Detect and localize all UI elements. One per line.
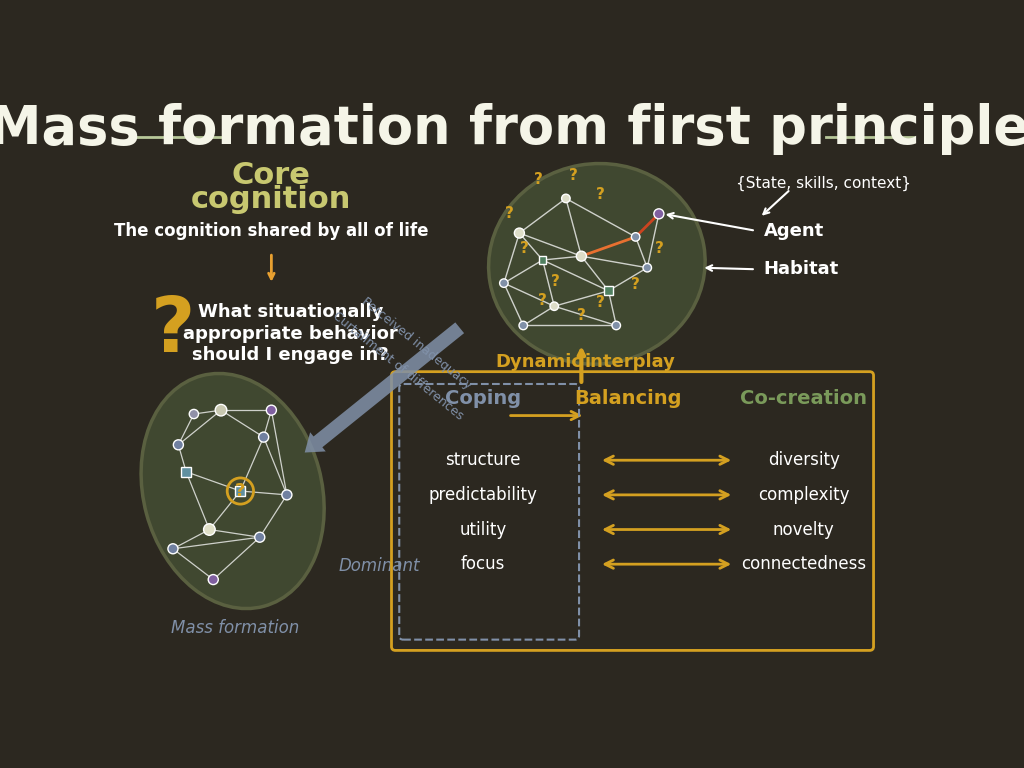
Text: Core: Core [232,161,311,190]
Text: ?: ? [535,172,543,187]
FancyArrow shape [305,323,464,452]
Text: What situationally: What situationally [198,303,383,321]
Text: Dynamic: Dynamic [496,353,583,371]
Text: ?: ? [577,308,586,323]
Circle shape [514,228,524,238]
Circle shape [519,321,527,329]
Ellipse shape [141,373,325,608]
Text: The cognition shared by all of life: The cognition shared by all of life [114,222,429,240]
Text: ?: ? [551,274,560,289]
Text: Perceived inadequacy: Perceived inadequacy [358,295,474,392]
Text: complexity: complexity [758,486,850,504]
Text: ?: ? [520,241,529,256]
FancyBboxPatch shape [604,286,613,296]
Circle shape [215,405,226,416]
Circle shape [561,194,570,203]
Text: Co-creation: Co-creation [740,389,867,408]
Circle shape [632,233,640,241]
Circle shape [204,524,215,535]
Circle shape [550,302,558,310]
Text: Coping: Coping [444,389,521,408]
Text: Habitat: Habitat [764,260,839,278]
Text: ?: ? [654,241,664,256]
Circle shape [255,532,265,542]
Text: diversity: diversity [768,452,840,469]
FancyBboxPatch shape [539,257,547,264]
Text: structure: structure [445,452,520,469]
Text: Agent: Agent [764,222,823,240]
Text: ?: ? [505,207,514,221]
Ellipse shape [488,164,706,364]
Text: Balancing: Balancing [574,389,682,408]
Circle shape [612,321,621,329]
Text: utility: utility [460,521,507,538]
Circle shape [259,432,268,442]
FancyBboxPatch shape [236,486,246,496]
Circle shape [643,263,651,272]
Circle shape [189,409,199,419]
Text: ?: ? [539,293,547,307]
Text: Mass formation from first principles: Mass formation from first principles [0,103,1024,155]
Text: focus: focus [461,555,505,573]
Text: Mass formation: Mass formation [171,619,299,637]
Text: ?: ? [569,168,579,183]
Circle shape [654,209,664,219]
Text: ?: ? [596,187,605,202]
Text: cognition: cognition [191,185,351,214]
Text: connectedness: connectedness [741,555,866,573]
Text: Dominant: Dominant [339,558,420,575]
Circle shape [282,490,292,500]
Text: interplay: interplay [585,353,676,371]
Text: ?: ? [236,482,246,500]
FancyBboxPatch shape [181,467,191,477]
Text: should I engage in?: should I engage in? [193,346,389,365]
Text: predictability: predictability [428,486,538,504]
Circle shape [208,574,218,584]
Circle shape [266,406,276,415]
Text: Curtailment of differences: Curtailment of differences [330,310,466,423]
Text: ?: ? [151,294,196,368]
Circle shape [173,440,183,450]
Circle shape [577,251,587,261]
Text: novelty: novelty [773,521,835,538]
Text: ?: ? [596,295,605,310]
Circle shape [500,279,508,287]
Text: {State, skills, context}: {State, skills, context} [736,175,911,190]
Text: appropriate behavior: appropriate behavior [183,325,398,343]
Circle shape [168,544,178,554]
Text: ?: ? [631,277,640,292]
